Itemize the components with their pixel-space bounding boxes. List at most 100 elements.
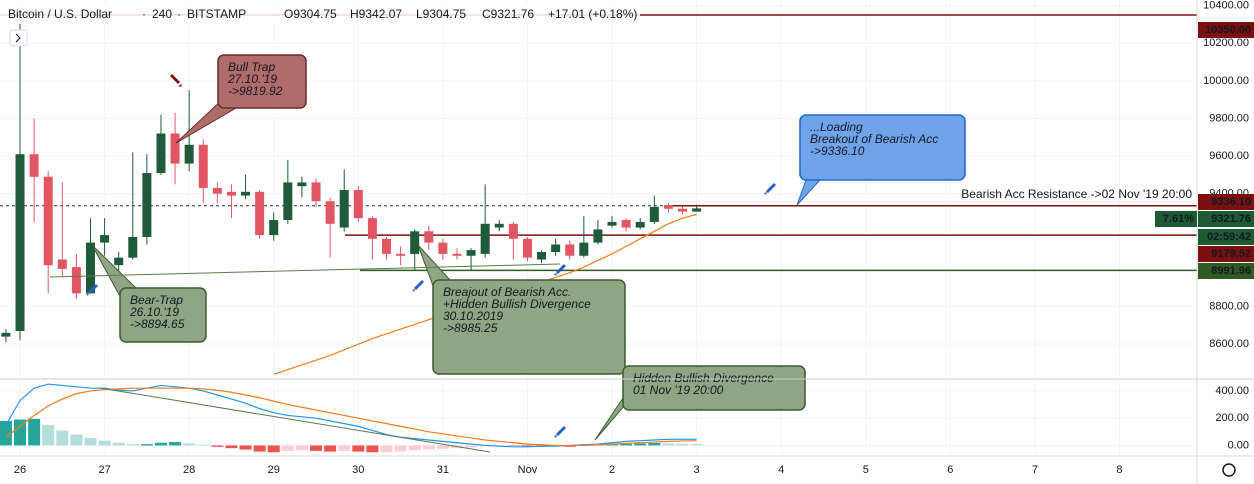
candle-body bbox=[635, 221, 645, 228]
header-bg bbox=[0, 4, 640, 24]
candle-body bbox=[283, 182, 293, 221]
histogram-bar bbox=[197, 444, 210, 446]
y-tick-label: 0.00 bbox=[1228, 439, 1249, 451]
header: Bitcoin / U.S. Dollar · 240 · BITSTAMP O… bbox=[0, 4, 640, 47]
histogram-bar bbox=[648, 443, 661, 446]
ohlc-low: L9304.75 bbox=[416, 7, 466, 21]
settings-icon[interactable] bbox=[1222, 463, 1236, 477]
y-tick-label: 10200.00 bbox=[1203, 37, 1249, 49]
rocket-icon bbox=[554, 426, 566, 438]
callout-text: +Hidden Bullish Divergence bbox=[443, 297, 591, 311]
callout-text: 01 Nov '19 20:00 bbox=[633, 383, 724, 397]
candle-body bbox=[71, 267, 81, 294]
candle-body bbox=[128, 236, 138, 258]
x-tick-label: 4 bbox=[778, 464, 784, 476]
candle-body bbox=[325, 201, 335, 224]
callout-text: ->8894.65 bbox=[130, 317, 185, 331]
candle-body bbox=[43, 176, 53, 266]
candle-body bbox=[607, 221, 617, 226]
histogram-bar bbox=[42, 425, 55, 446]
callout-text: Hidden Bullish Divergence bbox=[633, 371, 774, 385]
candle-body bbox=[353, 189, 363, 219]
histogram-bar bbox=[14, 419, 27, 446]
callout-text: 26.10.'19 bbox=[129, 305, 179, 319]
expand-icon bbox=[15, 33, 21, 43]
callout-text: ->9819.92 bbox=[228, 84, 283, 98]
trend-line bbox=[49, 263, 561, 278]
price-label-bg bbox=[1198, 22, 1254, 38]
rocket-icon bbox=[412, 280, 424, 292]
y-tick-label: 10000.00 bbox=[1203, 75, 1249, 87]
x-tick-label: 26 bbox=[14, 464, 26, 476]
y-tick-label: 200.00 bbox=[1215, 412, 1249, 424]
histogram-bar bbox=[84, 437, 97, 446]
callout-text: 27.10.'19 bbox=[227, 72, 277, 86]
callout-cover bbox=[434, 281, 624, 373]
candle-body bbox=[29, 154, 39, 177]
price-label-bg bbox=[1198, 246, 1254, 262]
histogram-bar bbox=[436, 445, 449, 449]
change: +17.01 (+0.18%) bbox=[548, 7, 637, 21]
percent-label: 7.61% bbox=[1163, 213, 1194, 225]
candle-body bbox=[692, 208, 702, 212]
price-label-bg bbox=[1198, 211, 1254, 227]
candle-body bbox=[663, 204, 673, 209]
callout-cover bbox=[121, 289, 205, 341]
histogram-bar bbox=[394, 445, 407, 452]
candle-body bbox=[508, 223, 518, 239]
candle-body bbox=[480, 223, 490, 254]
callout-text: Breajout of Bearish Acc. bbox=[443, 285, 571, 299]
histogram-bar bbox=[70, 434, 83, 446]
histogram-bar bbox=[225, 445, 238, 449]
rocket-icons bbox=[86, 183, 776, 438]
symbol: Bitcoin / U.S. Dollar bbox=[8, 7, 112, 21]
histogram-bar bbox=[352, 445, 365, 452]
histogram-bar bbox=[253, 445, 266, 452]
price-label: 9321.76 bbox=[1211, 213, 1251, 225]
histogram-bar bbox=[154, 442, 167, 446]
rocket-icon bbox=[554, 264, 566, 276]
callout-text: Bear-Trap bbox=[130, 293, 183, 307]
candle-body bbox=[452, 253, 462, 256]
y-tick-label: 8600.00 bbox=[1209, 338, 1249, 350]
histogram-bar bbox=[634, 443, 647, 446]
candle-body bbox=[100, 235, 110, 243]
candle-body bbox=[114, 257, 124, 266]
x-tick-label: 28 bbox=[183, 464, 195, 476]
candle-body bbox=[255, 191, 265, 236]
candle-body bbox=[494, 223, 504, 228]
candle-body bbox=[424, 231, 434, 243]
callout-cover bbox=[219, 56, 305, 107]
expand-button[interactable] bbox=[9, 29, 28, 47]
histogram-bar bbox=[295, 445, 308, 451]
histogram-bar bbox=[126, 444, 139, 446]
histogram-bar bbox=[422, 445, 435, 450]
histogram-bar bbox=[690, 444, 703, 446]
candle-body bbox=[170, 133, 180, 164]
candle-body bbox=[212, 188, 222, 194]
decorations bbox=[49, 74, 1236, 477]
histogram-bar bbox=[408, 445, 421, 451]
rocket-icon bbox=[86, 284, 98, 296]
x-tick-label: 27 bbox=[98, 464, 110, 476]
callout-text: ->9336.10 bbox=[810, 144, 865, 158]
histogram-bar bbox=[310, 445, 323, 451]
candle-body bbox=[382, 238, 392, 254]
candle-body bbox=[438, 242, 448, 254]
histogram-bar bbox=[606, 444, 619, 446]
candle-body bbox=[57, 259, 67, 269]
ohlc-open: O9304.75 bbox=[284, 7, 337, 21]
ohlc-close: C9321.76 bbox=[482, 7, 534, 21]
x-tick-label: Nov bbox=[518, 464, 538, 476]
histogram-bar bbox=[521, 445, 534, 447]
candle-body bbox=[678, 208, 688, 212]
candle-body bbox=[579, 242, 589, 256]
callout-text: ->8985.25 bbox=[443, 321, 498, 335]
candle-body bbox=[565, 244, 575, 256]
indicator-line bbox=[5, 387, 697, 447]
callout-text: ...Loading bbox=[810, 120, 863, 134]
candle-body bbox=[649, 206, 659, 222]
x-tick-label: 31 bbox=[437, 464, 449, 476]
candle-body bbox=[184, 144, 194, 164]
